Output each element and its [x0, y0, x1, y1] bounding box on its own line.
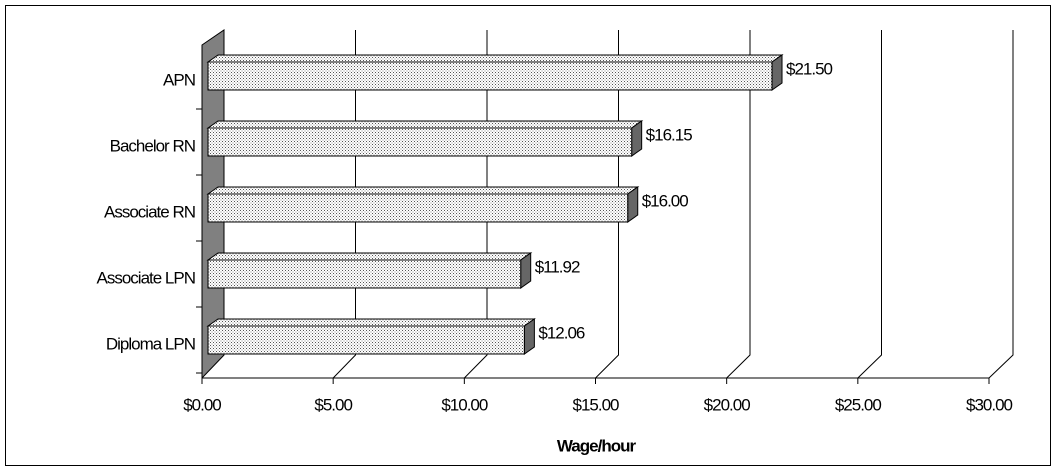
y-tick-label: APN [163, 70, 195, 89]
y-tick-label: Associate RN [104, 202, 195, 221]
bar [207, 61, 773, 91]
bar [207, 193, 629, 223]
grid-line [726, 30, 751, 379]
y-tick-label: Bachelor RN [110, 136, 195, 155]
x-tick-label: $30.00 [966, 395, 1013, 414]
bar-top [206, 54, 784, 63]
y-tick-label: Associate LPN [97, 268, 196, 287]
grid-line [988, 30, 1014, 379]
bar [207, 259, 522, 289]
data-label: $16.15 [646, 125, 693, 144]
x-tick-label: $25.00 [835, 395, 882, 414]
grid-line [857, 30, 882, 379]
bar-top [206, 120, 644, 129]
x-tick-label: $10.00 [441, 395, 488, 414]
bar-top [206, 252, 533, 261]
bar [207, 127, 633, 157]
x-tick-label: $20.00 [704, 395, 751, 414]
data-label: $16.00 [642, 191, 689, 210]
x-tick-label: $5.00 [314, 395, 352, 414]
bar-top [206, 318, 536, 327]
bar-top [206, 186, 640, 195]
x-tick-label: $15.00 [573, 395, 620, 414]
x-axis-label: Wage/hour [557, 436, 637, 455]
x-tick-label: $0.00 [183, 395, 221, 414]
data-label: $11.92 [535, 257, 580, 276]
bar [207, 325, 525, 355]
y-tick-label: Diploma LPN [106, 334, 195, 353]
data-label: $21.50 [786, 59, 833, 78]
data-label: $12.06 [538, 323, 585, 342]
